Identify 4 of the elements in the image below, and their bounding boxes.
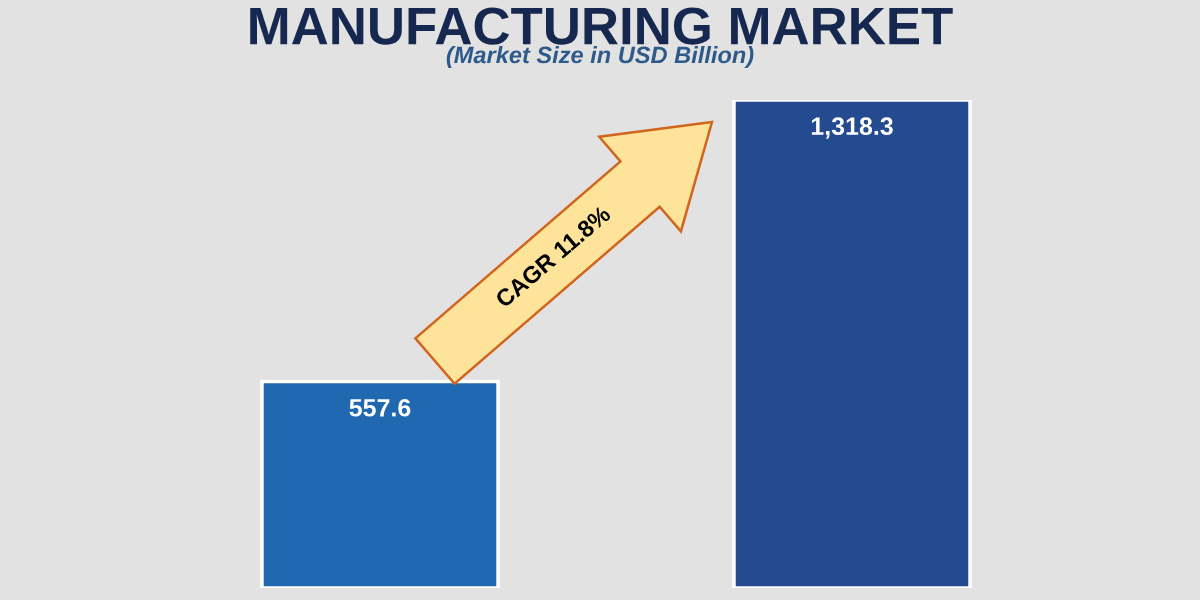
data-label: 557.6 xyxy=(349,398,411,417)
chart-title: MANUFACTURING MARKET xyxy=(250,7,953,45)
data-label: 1,318.3 xyxy=(811,117,893,139)
chart-subtitle: (Market Size in USD Billion) xyxy=(446,46,754,68)
